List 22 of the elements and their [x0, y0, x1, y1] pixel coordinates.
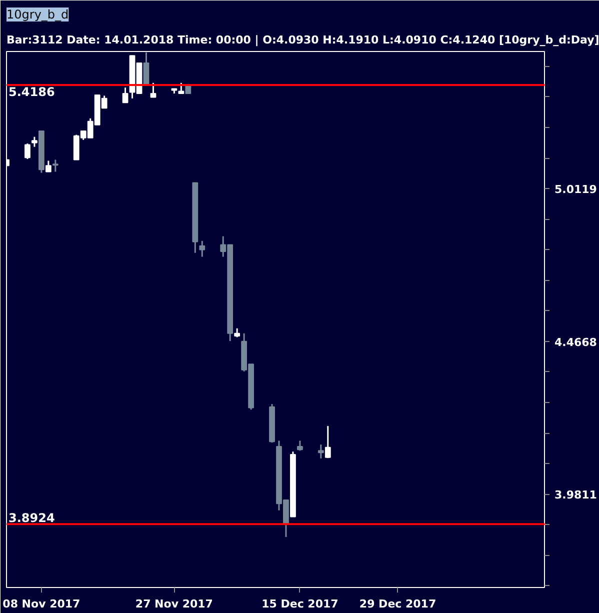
ref-line-label: 5.4186 — [8, 84, 55, 99]
candlestick — [52, 158, 58, 172]
y-tick-label: 5.0119 — [554, 183, 597, 196]
candlestick — [150, 82, 156, 98]
candlestick — [178, 82, 184, 94]
candlestick — [199, 240, 206, 258]
chart-subtitle: Bar:3112 Date: 14.01.2018 Time: 00:00 | O:4.0930 H:4.1910 L:4.0910 C:4.1240 [10gry_b_d:Day] — [6, 34, 599, 46]
y-tick-label: 4.4668 — [554, 336, 597, 349]
y-tick-label: 3.9811 — [554, 488, 597, 502]
x-tick-label: 15 Dec 2017 — [262, 598, 338, 610]
x-tick-label: 08 Nov 2017 — [2, 598, 80, 610]
candlestick — [32, 136, 38, 148]
candlestick — [318, 444, 324, 460]
x-tick-label: 29 Dec 2017 — [359, 598, 436, 610]
candlestick — [297, 440, 303, 452]
candlestick — [324, 425, 331, 459]
x-tick-label: 27 Nov 2017 — [135, 598, 213, 610]
ref-line-label: 3.8924 — [8, 511, 55, 526]
chart-title: 10gry_b_d — [6, 8, 69, 22]
candlestick — [45, 160, 52, 172]
candlestick — [122, 86, 128, 104]
candlestick — [24, 142, 30, 160]
